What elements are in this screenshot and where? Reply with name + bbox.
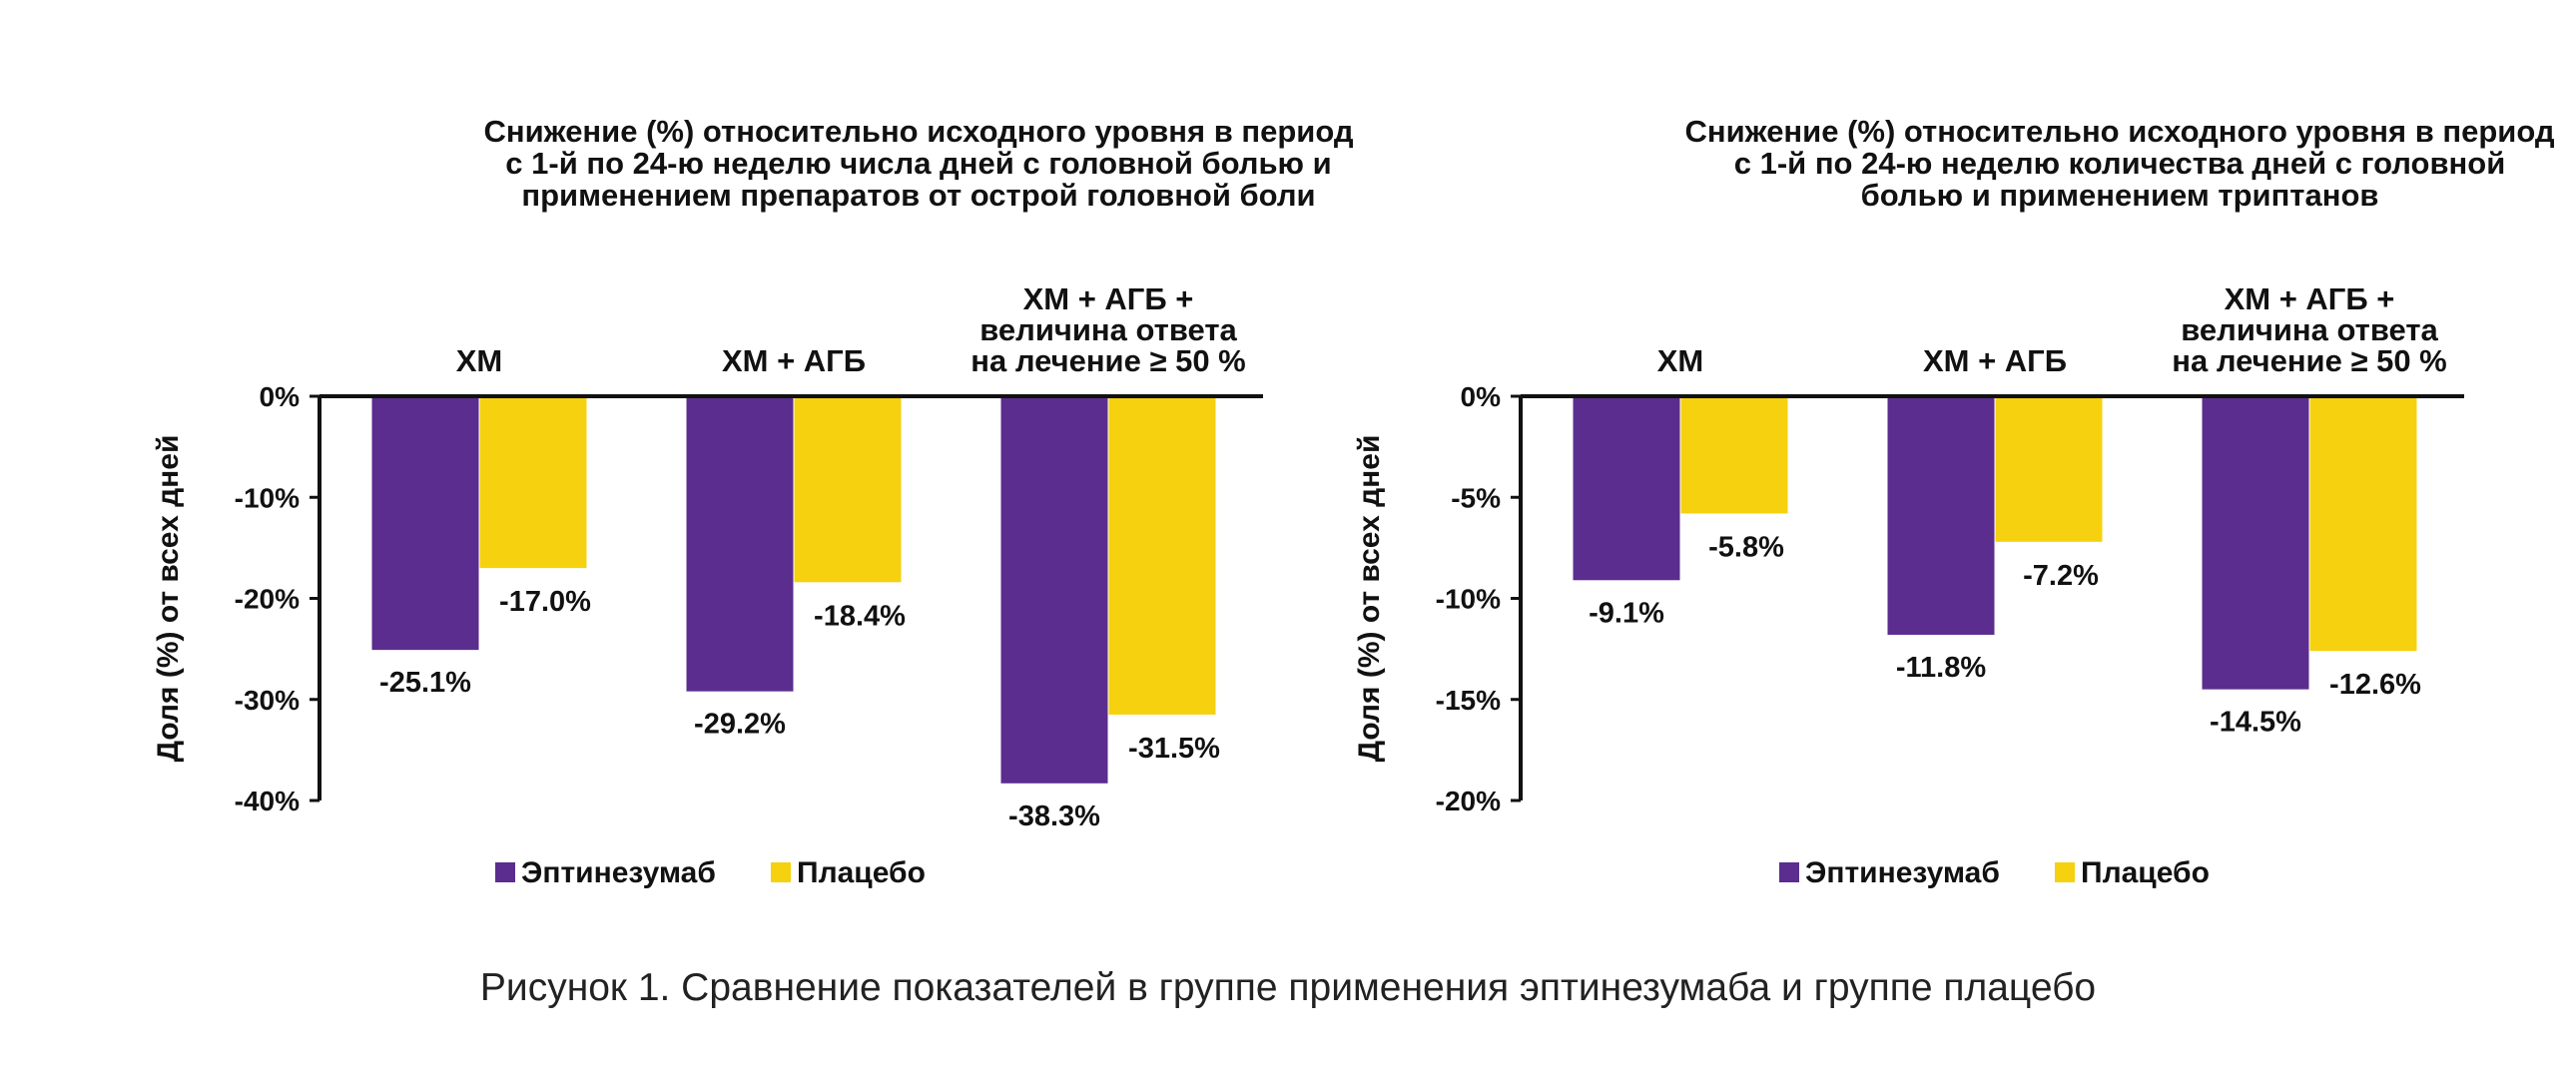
bar-series2: [794, 398, 902, 583]
data-label: -11.8%: [1896, 652, 1986, 684]
legend-swatch: [2055, 862, 2075, 882]
bar-series1: [2202, 398, 2309, 690]
y-axis-label: Доля (%) от всех дней: [1353, 435, 1386, 763]
data-label: -5.8%: [1708, 531, 1784, 563]
y-tick-label: 0%: [1461, 381, 1502, 412]
category-label: ХМ: [456, 343, 503, 378]
data-label: -31.5%: [1128, 733, 1220, 765]
legend-swatch: [495, 862, 515, 882]
y-tick-label: -20%: [1436, 786, 1501, 816]
data-label: -14.5%: [2210, 707, 2301, 739]
data-label: -7.2%: [2023, 560, 2099, 592]
data-label: -25.1%: [379, 667, 471, 699]
bar-series2: [2309, 398, 2417, 652]
y-tick-label: -10%: [1436, 584, 1501, 615]
legend-swatch: [1779, 862, 1799, 882]
bar-series2: [479, 398, 587, 569]
bar-series2: [1680, 398, 1788, 514]
bar-series1: [371, 398, 479, 651]
figure-caption: Рисунок 1. Сравнение показателей в групп…: [479, 966, 2097, 1009]
legend-label: Плацебо: [2081, 856, 2210, 889]
y-tick-label: -30%: [235, 685, 300, 716]
category-label: ХМ: [1657, 343, 1704, 378]
legend-label: Плацебо: [797, 856, 926, 889]
data-label: -12.6%: [2329, 669, 2421, 701]
legend-label: Эптинезумаб: [521, 856, 716, 889]
y-tick-label: -40%: [235, 786, 300, 816]
y-axis-label: Доля (%) от всех дней: [152, 435, 185, 763]
chart-title: с 1-й по 24-ю неделю количества дней с г…: [1734, 146, 2506, 181]
category-label: ХМ + АГБ: [1923, 343, 2067, 378]
data-label: -29.2%: [694, 709, 786, 741]
y-tick-label: -20%: [235, 584, 300, 615]
data-label: -17.0%: [499, 586, 591, 618]
legend-label: Эптинезумаб: [1805, 856, 2000, 889]
y-tick-label: -15%: [1436, 685, 1501, 716]
chart-title: применением препаратов от острой головно…: [521, 178, 1315, 213]
bar-series1: [1887, 398, 1995, 635]
bar-series2: [1108, 398, 1216, 715]
chart-title: болью и применением триптанов: [1861, 178, 2379, 213]
bar-series1: [1573, 398, 1680, 581]
legend-swatch: [771, 862, 791, 882]
chart-right: Снижение (%) относительно исходного уров…: [1353, 114, 2555, 889]
category-label: ХМ + АГБ +: [2225, 281, 2395, 316]
chart-title: Снижение (%) относительно исходного уров…: [483, 114, 1353, 149]
category-label: ХМ + АГБ: [722, 343, 866, 378]
y-tick-label: 0%: [260, 381, 301, 412]
data-label: -9.1%: [1589, 597, 1664, 629]
chart-title: Снижение (%) относительно исходного уров…: [1684, 114, 2554, 149]
y-tick-label: -5%: [1451, 482, 1501, 513]
bar-series1: [1000, 398, 1108, 784]
chart-title: с 1-й по 24-ю неделю числа дней с головн…: [505, 146, 1331, 181]
chart-left: Снижение (%) относительно исходного уров…: [152, 114, 1354, 889]
category-label: на лечение ≥ 50 %: [970, 343, 1246, 378]
category-label: на лечение ≥ 50 %: [2172, 343, 2447, 378]
data-label: -18.4%: [814, 600, 906, 632]
category-label: величина ответа: [979, 312, 1237, 347]
bar-series1: [686, 398, 794, 692]
y-tick-label: -10%: [235, 482, 300, 513]
category-label: величина ответа: [2181, 312, 2438, 347]
data-label: -38.3%: [1008, 800, 1100, 832]
category-label: ХМ + АГБ +: [1023, 281, 1194, 316]
bar-series2: [1995, 398, 2103, 542]
